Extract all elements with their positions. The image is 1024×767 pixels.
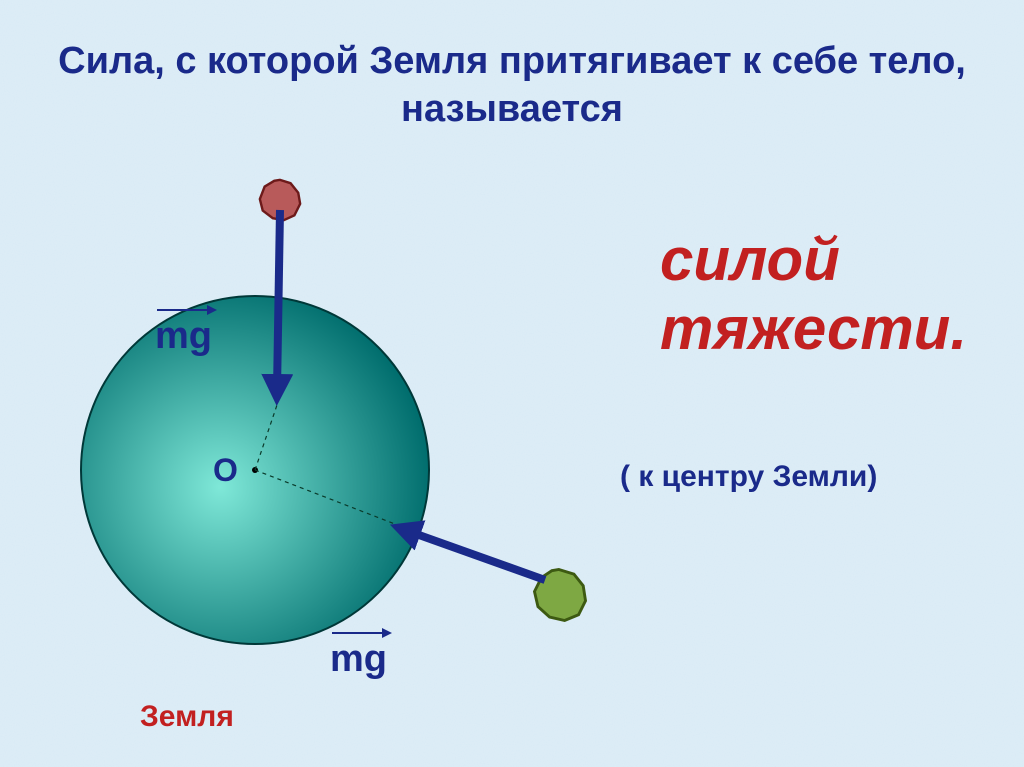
vector-overline-icon	[157, 309, 215, 311]
earth-diagram: O	[80, 295, 430, 645]
slide-title: Сила, с которой Земля притягивает к себе…	[0, 38, 1024, 133]
earth-name-label: Земля	[140, 700, 234, 734]
rock-right	[531, 566, 589, 624]
subtitle-text: ( к центру Земли)	[620, 460, 877, 493]
vector-overline-icon	[332, 632, 390, 634]
subtitle: ( к центру Земли)	[620, 460, 877, 494]
center-label: O	[213, 452, 238, 489]
rock-top	[256, 176, 304, 224]
mg-text-bottom: mg	[330, 638, 387, 680]
term-line2: тяжести.	[660, 294, 967, 363]
earth-center-dot	[252, 467, 258, 473]
term-gravity: силой тяжести.	[660, 225, 967, 363]
mg-label-top: mg	[155, 315, 212, 358]
title-text: Сила, с которой Земля притягивает к себе…	[58, 40, 966, 130]
mg-label-bottom: mg	[330, 638, 387, 681]
mg-text-top: mg	[155, 315, 212, 357]
term-line1: силой	[660, 225, 967, 294]
